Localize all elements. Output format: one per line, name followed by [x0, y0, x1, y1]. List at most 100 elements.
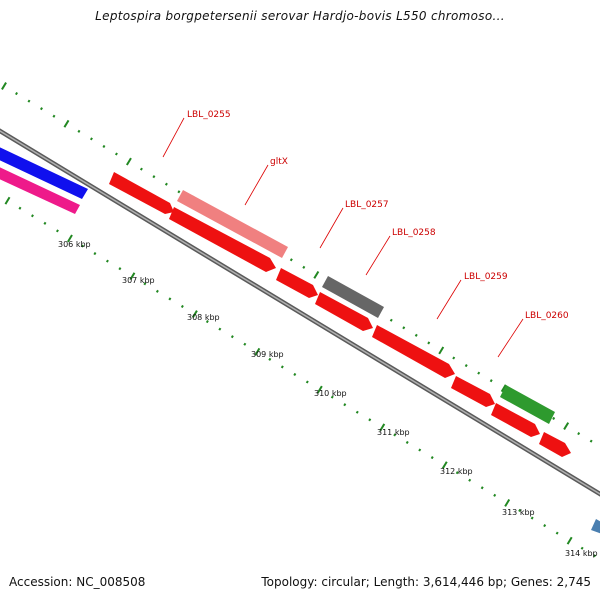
- feature-lbl0257-arrow[interactable]: [276, 268, 318, 298]
- feature-lbl0260[interactable]: [500, 385, 555, 424]
- major-tick: [441, 461, 448, 470]
- minor-tick: [477, 371, 481, 375]
- major-tick: [500, 384, 507, 393]
- minor-tick: [205, 320, 209, 324]
- minor-tick: [177, 190, 181, 194]
- map-title: Leptospira borgpetersenii serovar Hardjo…: [95, 9, 505, 23]
- minor-tick: [468, 478, 472, 482]
- minor-tick: [555, 531, 559, 535]
- feature-lbl0260-arrow[interactable]: [491, 403, 540, 437]
- inner-tick-ring: [4, 196, 597, 558]
- minor-tick: [455, 471, 459, 475]
- feature-lbl0259-arrow[interactable]: [372, 325, 455, 378]
- major-tick: [379, 423, 386, 432]
- minor-tick: [118, 267, 122, 271]
- minor-tick: [77, 129, 81, 133]
- minor-tick: [452, 356, 456, 360]
- genome-summary: Topology: circular; Length: 3,614,446 bp…: [261, 575, 591, 589]
- minor-tick: [280, 365, 284, 369]
- minor-tick: [330, 395, 334, 399]
- major-tick: [4, 196, 11, 205]
- gene-label-gltx[interactable]: gltX: [270, 157, 288, 167]
- minor-tick: [393, 433, 397, 437]
- minor-tick: [368, 418, 372, 422]
- gene-label-lbl0255[interactable]: LBL_0255: [187, 110, 231, 120]
- tick-label-309: 309 kbp: [251, 350, 284, 359]
- minor-tick: [489, 379, 493, 383]
- minor-tick: [430, 456, 434, 460]
- tick-label-307: 307 kbp: [122, 276, 155, 285]
- tick-label-311: 311 kbp: [377, 428, 410, 437]
- feature-red-last-arrow[interactable]: [539, 432, 571, 457]
- minor-tick: [168, 297, 172, 301]
- minor-tick: [180, 304, 184, 308]
- minor-tick: [464, 364, 468, 368]
- minor-tick: [164, 182, 168, 186]
- feature-gltx[interactable]: [177, 190, 288, 258]
- major-tick: [316, 385, 323, 394]
- minor-tick: [143, 282, 147, 286]
- minor-tick: [43, 221, 47, 225]
- minor-tick: [418, 448, 422, 452]
- minor-tick: [302, 265, 306, 269]
- minor-tick: [55, 229, 59, 233]
- major-tick: [313, 270, 320, 279]
- major-tick: [254, 347, 261, 356]
- feature-lbl0258[interactable]: [322, 276, 384, 318]
- minor-tick: [593, 554, 597, 558]
- backbone: [0, 128, 600, 497]
- minor-tick: [139, 167, 143, 171]
- minor-tick: [155, 289, 159, 293]
- minor-tick: [552, 416, 556, 421]
- minor-tick: [577, 432, 581, 436]
- minor-tick: [343, 403, 347, 407]
- tick-label-312: 312 kbp: [440, 467, 473, 476]
- minor-tick: [30, 214, 34, 218]
- minor-tick: [518, 508, 522, 513]
- feature-magenta[interactable]: [0, 165, 80, 214]
- label-lines: [162, 117, 524, 358]
- gene-label-lbl0259[interactable]: LBL_0259: [464, 272, 508, 282]
- feature-blue[interactable]: [0, 145, 88, 199]
- minor-tick: [293, 372, 297, 377]
- major-tick: [1, 82, 7, 90]
- tick-label-306: 306 kbp: [58, 240, 91, 249]
- minor-tick: [15, 92, 18, 96]
- minor-tick: [427, 341, 431, 345]
- major-tick: [438, 346, 445, 355]
- feature-lbl0258-arrow[interactable]: [315, 292, 373, 331]
- feature-lbl0255-arrow[interactable]: [109, 172, 174, 214]
- major-tick: [191, 310, 198, 318]
- gene-label-lbl0260[interactable]: LBL_0260: [525, 311, 569, 321]
- minor-tick: [105, 259, 109, 263]
- minor-tick: [230, 335, 234, 339]
- major-tick: [566, 536, 573, 545]
- major-tick: [67, 234, 73, 243]
- minor-tick: [89, 137, 93, 141]
- minor-tick: [580, 546, 584, 550]
- major-tick: [129, 272, 136, 281]
- gene-label-lbl0257[interactable]: LBL_0257: [345, 200, 389, 210]
- major-tick: [63, 119, 70, 128]
- minor-tick: [289, 258, 293, 262]
- feature-gltx-arrow[interactable]: [169, 207, 276, 272]
- feature-lbl0259b-arrow[interactable]: [451, 376, 495, 407]
- minor-tick: [480, 486, 484, 490]
- minor-tick: [243, 342, 247, 346]
- gene-label-lbl0258[interactable]: LBL_0258: [392, 228, 436, 238]
- minor-tick: [402, 326, 406, 330]
- minor-tick: [93, 252, 97, 256]
- minor-tick: [493, 493, 497, 497]
- minor-tick: [414, 333, 418, 337]
- feature-steel[interactable]: [591, 519, 600, 535]
- minor-tick: [80, 244, 84, 248]
- minor-tick: [218, 327, 222, 331]
- minor-tick: [543, 524, 547, 528]
- minor-tick: [305, 380, 309, 384]
- minor-tick: [52, 114, 56, 118]
- tick-label-308: 308 kbp: [187, 313, 220, 322]
- minor-tick: [589, 439, 593, 443]
- tick-label-310: 310 kbp: [314, 389, 347, 398]
- minor-tick: [389, 318, 393, 322]
